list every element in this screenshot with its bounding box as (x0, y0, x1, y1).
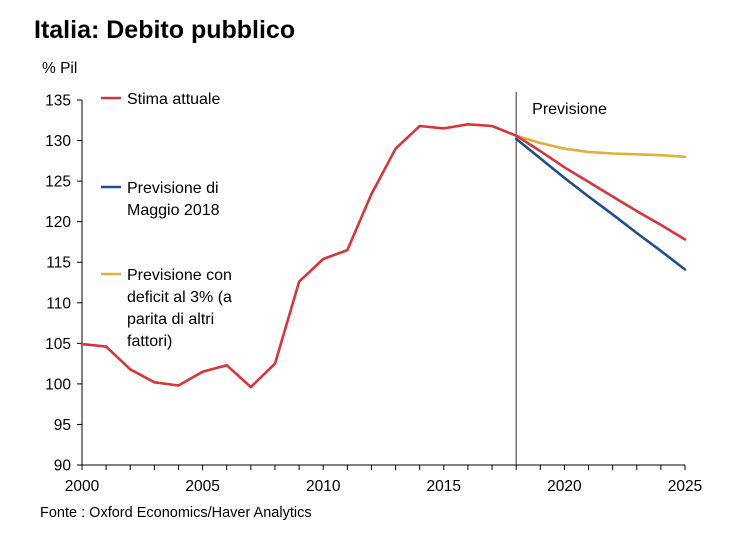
chart-title: Italia: Debito pubblico (34, 16, 296, 44)
legend-label: Maggio 2018 (127, 202, 220, 219)
legend-label: Previsione con (127, 267, 232, 284)
x-tick-label: 2015 (427, 478, 461, 495)
series-line (514, 137, 687, 271)
y-tick-label: 95 (54, 417, 71, 434)
y-tick-label: 135 (45, 93, 71, 110)
x-tick-label: 2000 (65, 478, 100, 495)
y-tick-label: 120 (45, 214, 71, 231)
x-tick-label: 2020 (547, 478, 582, 495)
source-note: Fonte : Oxford Economics/Haver Analytics (40, 505, 312, 521)
y-tick-label: 110 (46, 295, 71, 312)
legend-label: Previsione di (127, 180, 219, 197)
legend-label: fattori) (127, 333, 172, 350)
legend-label: Stima attuale (127, 91, 220, 108)
x-tick-label: 2025 (668, 478, 702, 495)
y-tick-label: 105 (45, 336, 71, 353)
forecast-annotation: Previsione (532, 101, 607, 118)
series-line (80, 123, 687, 389)
legend-label: deficit al 3% (a (127, 289, 232, 306)
y-axis-label: % Pil (42, 60, 77, 77)
y-tick-label: 130 (45, 133, 71, 150)
y-tick-label: 115 (46, 255, 71, 272)
y-tick-label: 125 (45, 174, 71, 191)
x-tick-label: 2010 (306, 478, 341, 495)
y-tick-label: 100 (45, 376, 71, 393)
series-line (514, 134, 687, 159)
legend-label: parita di altri (127, 311, 214, 328)
y-tick-label: 90 (54, 458, 72, 475)
x-tick-label: 2005 (185, 478, 219, 495)
